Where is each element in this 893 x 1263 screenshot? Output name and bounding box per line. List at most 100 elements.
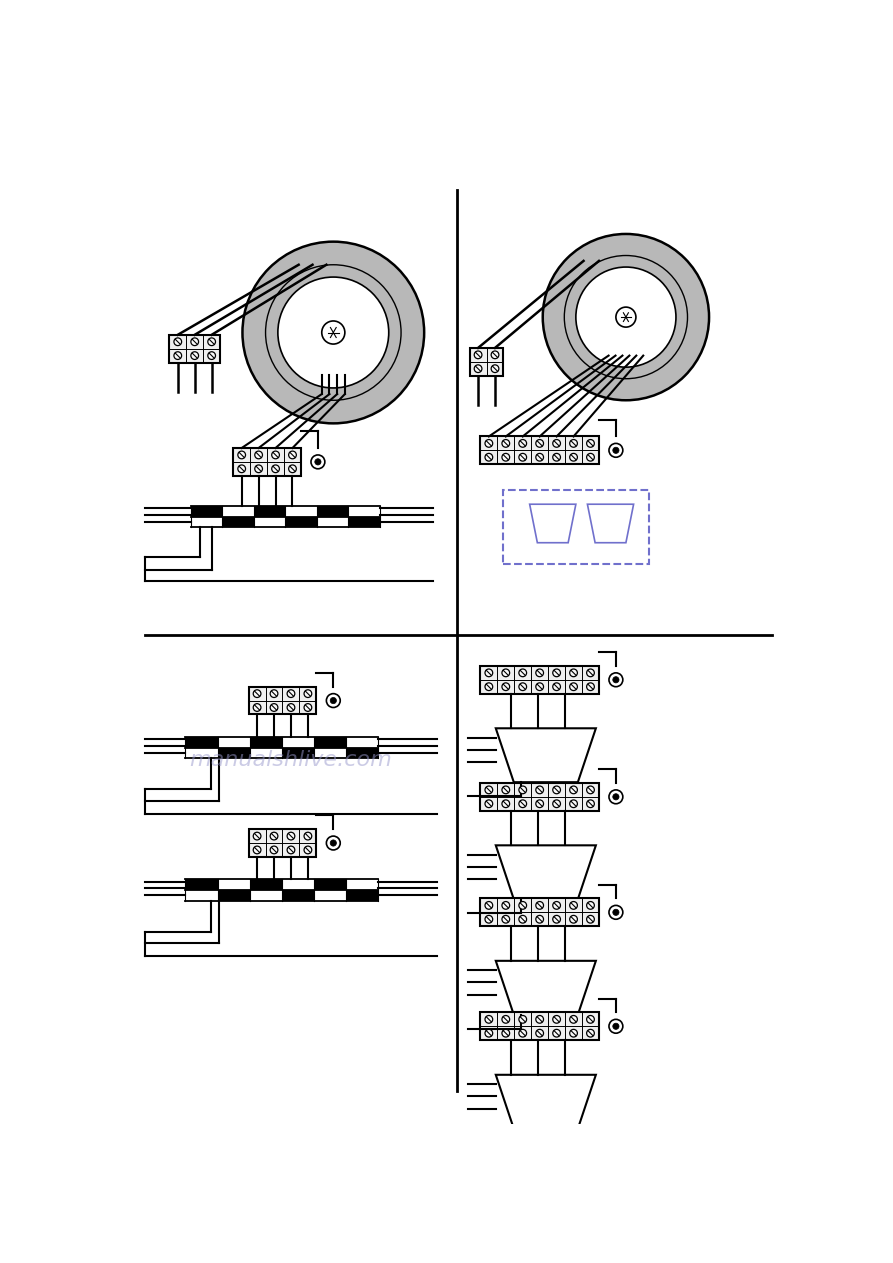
Circle shape <box>570 1029 578 1037</box>
Circle shape <box>587 786 595 793</box>
Circle shape <box>304 690 312 697</box>
Bar <box>480 898 599 926</box>
Circle shape <box>254 846 261 854</box>
Circle shape <box>587 453 595 461</box>
Bar <box>186 879 218 890</box>
Circle shape <box>502 916 510 923</box>
Circle shape <box>485 799 493 807</box>
Bar <box>281 890 313 901</box>
Circle shape <box>326 693 340 707</box>
Circle shape <box>288 451 296 458</box>
Bar <box>218 748 250 758</box>
Circle shape <box>238 465 246 472</box>
Circle shape <box>502 799 510 807</box>
Circle shape <box>502 786 510 793</box>
Bar <box>480 783 599 811</box>
Bar <box>503 490 649 563</box>
Circle shape <box>288 846 295 854</box>
Circle shape <box>288 703 295 711</box>
Bar <box>250 879 281 890</box>
Circle shape <box>536 902 544 909</box>
Circle shape <box>609 673 622 687</box>
Circle shape <box>485 440 493 447</box>
Circle shape <box>315 458 321 465</box>
Bar <box>281 748 313 758</box>
Circle shape <box>616 307 636 327</box>
Circle shape <box>208 338 215 346</box>
Circle shape <box>536 1015 544 1023</box>
Circle shape <box>485 902 493 909</box>
Circle shape <box>536 453 544 461</box>
Circle shape <box>271 846 278 854</box>
Bar <box>470 347 504 375</box>
Circle shape <box>570 902 578 909</box>
Circle shape <box>613 447 619 453</box>
Circle shape <box>553 453 561 461</box>
Circle shape <box>536 786 544 793</box>
Circle shape <box>570 453 578 461</box>
Bar <box>170 335 220 362</box>
Circle shape <box>174 352 181 360</box>
Circle shape <box>609 789 622 803</box>
Circle shape <box>474 351 482 359</box>
Circle shape <box>553 1015 561 1023</box>
Circle shape <box>174 338 181 346</box>
Circle shape <box>613 909 619 916</box>
Circle shape <box>570 799 578 807</box>
Bar <box>254 505 285 517</box>
Circle shape <box>570 669 578 677</box>
Bar <box>346 748 378 758</box>
Circle shape <box>242 241 424 423</box>
Circle shape <box>519 669 527 677</box>
Bar <box>480 1013 599 1041</box>
Circle shape <box>271 451 280 458</box>
Circle shape <box>326 836 340 850</box>
Circle shape <box>587 669 595 677</box>
Circle shape <box>613 1023 619 1029</box>
Circle shape <box>271 703 278 711</box>
Circle shape <box>271 465 280 472</box>
Circle shape <box>587 916 595 923</box>
Circle shape <box>553 683 561 691</box>
Circle shape <box>613 793 619 799</box>
Circle shape <box>321 321 345 344</box>
Circle shape <box>191 352 198 360</box>
Bar <box>248 687 316 715</box>
Circle shape <box>570 683 578 691</box>
Circle shape <box>304 846 312 854</box>
Circle shape <box>519 916 527 923</box>
Bar <box>346 890 378 901</box>
Circle shape <box>502 683 510 691</box>
Circle shape <box>502 453 510 461</box>
Circle shape <box>485 786 493 793</box>
Circle shape <box>576 266 676 368</box>
Circle shape <box>570 916 578 923</box>
Circle shape <box>519 683 527 691</box>
Bar <box>285 517 317 528</box>
Circle shape <box>208 352 215 360</box>
Circle shape <box>553 799 561 807</box>
Circle shape <box>553 902 561 909</box>
Bar <box>218 890 250 901</box>
Circle shape <box>553 916 561 923</box>
Circle shape <box>553 440 561 447</box>
Bar <box>233 448 301 476</box>
Circle shape <box>491 365 499 373</box>
Circle shape <box>191 338 198 346</box>
Circle shape <box>238 451 246 458</box>
Bar <box>317 505 348 517</box>
Circle shape <box>304 832 312 840</box>
Circle shape <box>288 690 295 697</box>
Circle shape <box>519 1015 527 1023</box>
Bar <box>313 879 346 890</box>
Bar <box>348 517 380 528</box>
Circle shape <box>485 916 493 923</box>
Circle shape <box>254 832 261 840</box>
Circle shape <box>519 453 527 461</box>
Circle shape <box>485 1029 493 1037</box>
Circle shape <box>254 703 261 711</box>
Circle shape <box>278 277 388 388</box>
Bar <box>250 736 281 748</box>
Circle shape <box>587 1029 595 1037</box>
Circle shape <box>255 465 263 472</box>
